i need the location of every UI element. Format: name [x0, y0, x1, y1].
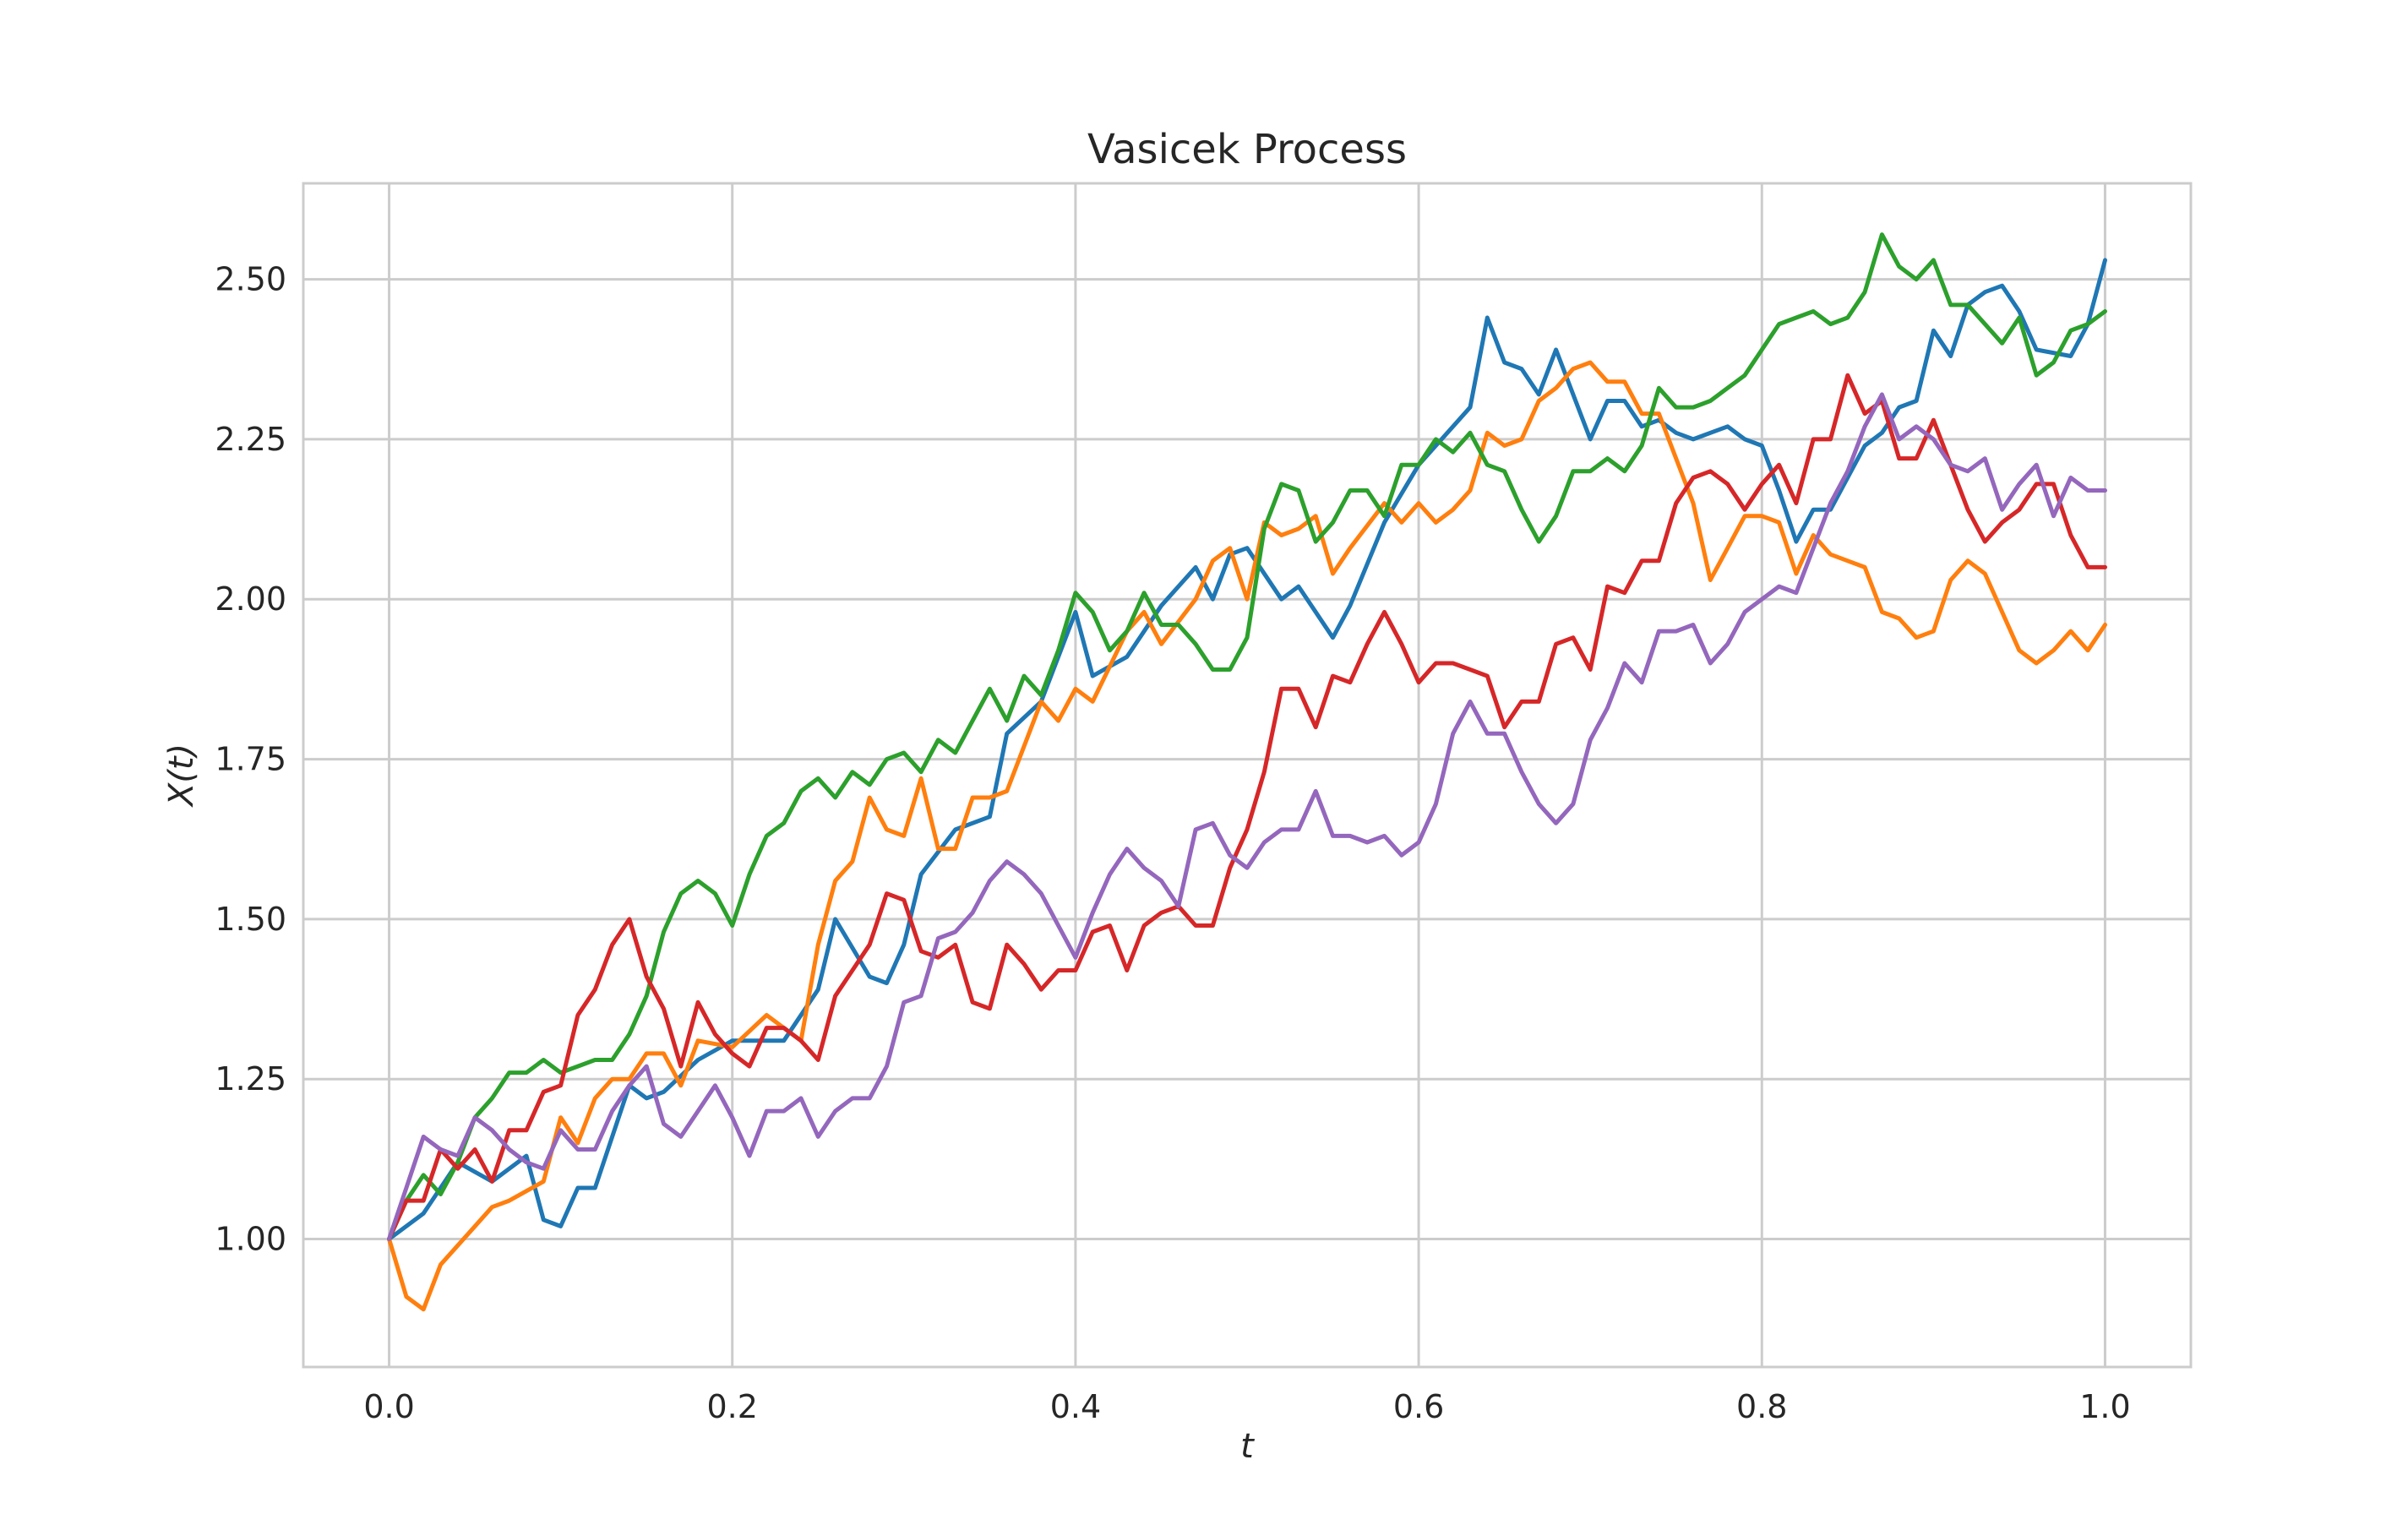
- x-tick-labels: 0.0 0.2 0.4 0.6 0.8 1.0: [363, 1388, 2130, 1425]
- y-tick-label: 2.25: [215, 421, 286, 458]
- y-tick-label: 2.00: [215, 580, 286, 618]
- series-line-5: [387, 392, 2107, 1241]
- series-line-3: [387, 232, 2107, 1241]
- chart-title: Vasicek Process: [1087, 126, 1407, 173]
- series-line-2: [387, 360, 2107, 1312]
- grid: [303, 183, 2191, 1367]
- series-lines: [387, 232, 2107, 1312]
- y-tick-label: 2.50: [215, 261, 286, 298]
- y-tick-label: 1.50: [215, 901, 286, 938]
- y-tick-label: 1.25: [215, 1060, 286, 1097]
- y-axis-title: X(t): [162, 743, 201, 808]
- x-tick-label: 0.2: [707, 1388, 758, 1425]
- x-tick-label: 0.4: [1050, 1388, 1101, 1425]
- x-tick-label: 0.6: [1393, 1388, 1444, 1425]
- x-tick-label: 1.0: [2079, 1388, 2130, 1425]
- x-axis-title: t: [1240, 1427, 1255, 1466]
- y-tick-label: 1.75: [215, 741, 286, 778]
- x-tick-label: 0.8: [1736, 1388, 1787, 1425]
- plot-frame: [302, 182, 2193, 1369]
- y-tick-labels: 1.00 1.25 1.50 1.75 2.00 2.25 2.50: [215, 261, 286, 1258]
- series-line-4: [387, 373, 2107, 1241]
- series-line-1: [387, 258, 2107, 1241]
- y-tick-label: 1.00: [215, 1221, 286, 1258]
- x-tick-label: 0.0: [363, 1388, 414, 1425]
